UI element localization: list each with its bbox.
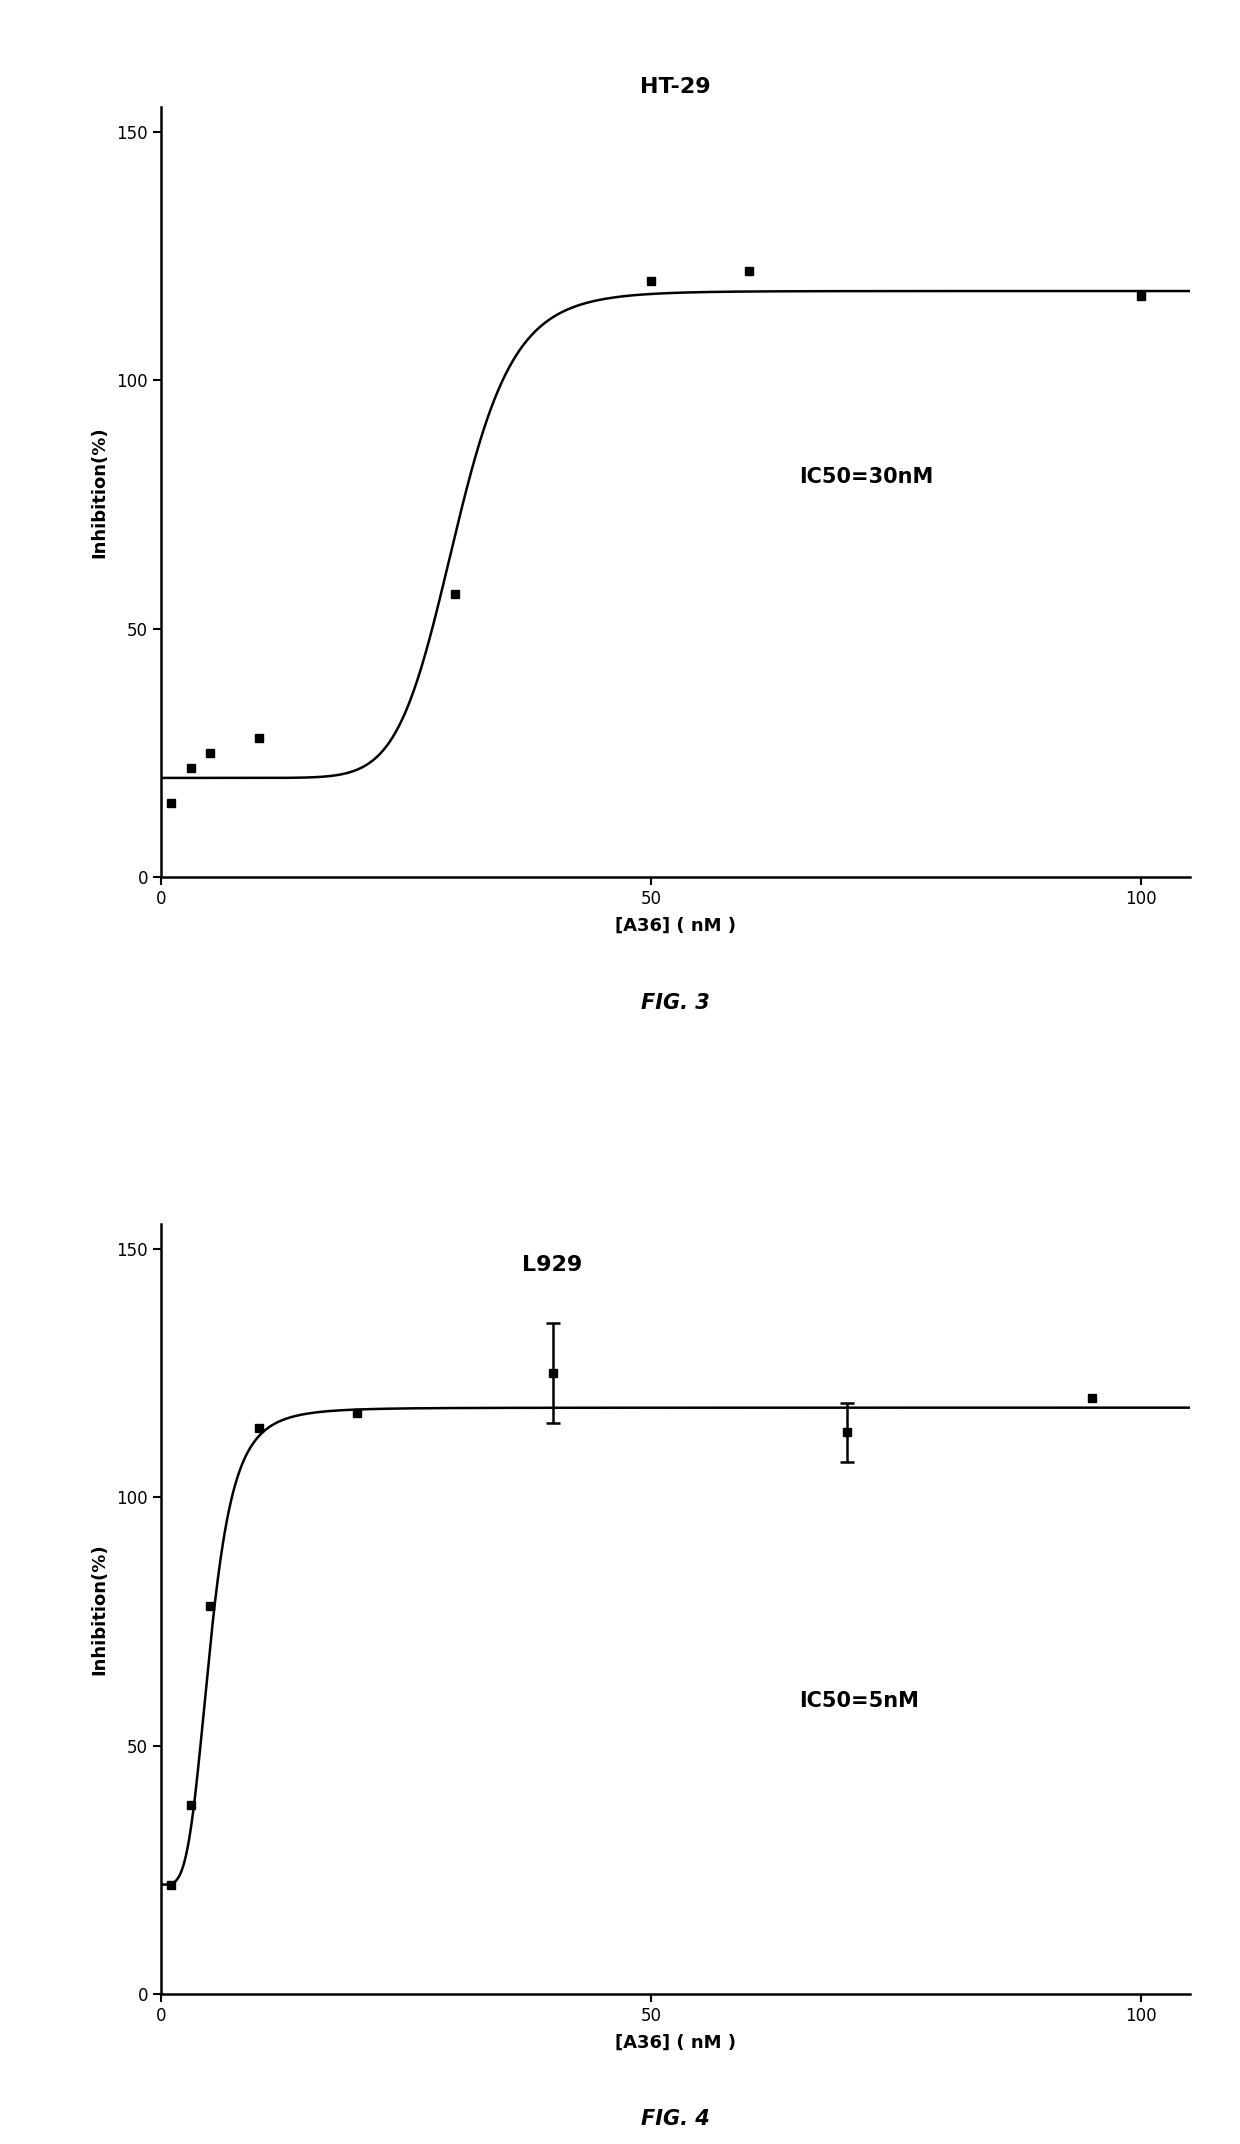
Y-axis label: Inhibition(%): Inhibition(%) (91, 1544, 108, 1674)
Y-axis label: Inhibition(%): Inhibition(%) (91, 427, 108, 557)
Text: IC50=30nM: IC50=30nM (800, 467, 934, 487)
Text: FIG. 4: FIG. 4 (641, 2110, 711, 2129)
Title: HT-29: HT-29 (641, 77, 711, 96)
X-axis label: [A36] ( nM ): [A36] ( nM ) (615, 918, 737, 935)
X-axis label: [A36] ( nM ): [A36] ( nM ) (615, 2033, 737, 2052)
Text: L929: L929 (522, 1254, 583, 1276)
Text: FIG. 3: FIG. 3 (641, 993, 711, 1012)
Text: IC50=5nM: IC50=5nM (800, 1692, 919, 1711)
